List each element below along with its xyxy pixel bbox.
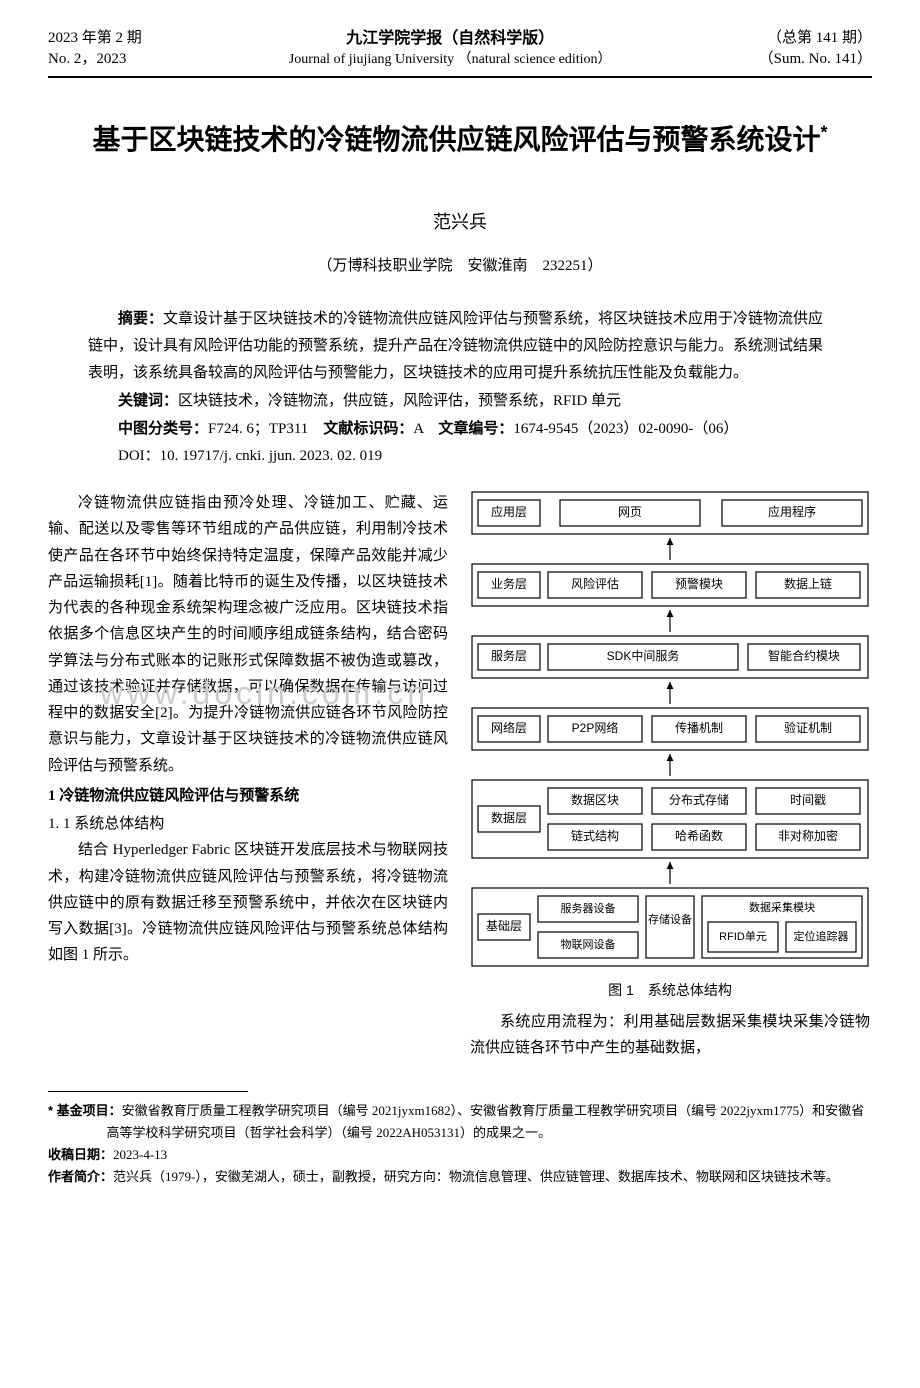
svg-text:基础层: 基础层 [486, 919, 522, 933]
issue-year-en: No. 2，2023 [48, 49, 142, 70]
fund-text: 安徽省教育厅质量工程教学研究项目（编号 2021jyxm1682）、安徽省教育厅… [107, 1103, 865, 1140]
svg-text:时间戳: 时间戳 [790, 793, 826, 807]
keywords-text: 区块链技术，冷链物流，供应链，风险评估，预警系统，RFID 单元 [178, 393, 621, 409]
svg-text:P2P网络: P2P网络 [572, 720, 619, 735]
figure-1-diagram: 应用层 网页 应用程序 业务层 风险评估 预警模块 数据上链 [470, 490, 870, 970]
keywords-label: 关键词： [118, 392, 178, 409]
doi-label: DOI： [118, 448, 160, 464]
svg-text:RFID单元: RFID单元 [719, 930, 767, 943]
svg-text:分布式存储: 分布式存储 [669, 792, 729, 807]
svg-text:智能合约模块: 智能合约模块 [768, 648, 840, 663]
artno-label: 文章编号： [438, 420, 513, 437]
svg-text:定位追踪器: 定位追踪器 [794, 929, 849, 943]
classification-paragraph: 中图分类号：F724. 6；TP311 文献标识码：A 文章编号：1674-95… [88, 415, 832, 443]
fund-footnote: * 基金项目：安徽省教育厅质量工程教学研究项目（编号 2021jyxm1682）… [48, 1100, 872, 1144]
right-paragraph: 系统应用流程为：利用基础层数据采集模块采集冷链物流供应链各环节中产生的基础数据， [470, 1009, 870, 1062]
paper-title: 基于区块链技术的冷链物流供应链风险评估与预警系统设计* [48, 118, 872, 158]
total-issue-cn: （总第 141 期） [759, 28, 872, 49]
svg-text:非对称加密: 非对称加密 [778, 828, 838, 843]
received-label: 收稿日期： [48, 1147, 113, 1162]
fund-label: * 基金项目： [48, 1103, 122, 1118]
svg-text:预警模块: 预警模块 [675, 576, 723, 591]
issue-year-cn: 2023 年第 2 期 [48, 28, 142, 49]
doi-paragraph: DOI：10. 19717/j. cnki. jjun. 2023. 02. 0… [88, 443, 832, 470]
svg-text:应用程序: 应用程序 [768, 504, 816, 519]
svg-text:哈希函数: 哈希函数 [675, 828, 723, 843]
svg-text:链式结构: 链式结构 [571, 828, 619, 843]
clc-label: 中图分类号： [118, 420, 208, 437]
total-issue-en: （Sum. No. 141） [759, 49, 872, 70]
svg-text:验证机制: 验证机制 [784, 720, 832, 735]
svg-text:数据采集模块: 数据采集模块 [749, 900, 815, 914]
svg-text:物联网设备: 物联网设备 [561, 937, 616, 951]
doccode-label: 文献标识码： [323, 420, 413, 437]
section-1-1-paragraph: 结合 Hyperledger Fabric 区块链开发底层技术与物联网技术，构建… [48, 837, 448, 968]
abstract-text: 文章设计基于区块链技术的冷链物流供应链风险评估与预警系统，将区块链技术应用于冷链… [88, 311, 823, 381]
section-1-heading: 1 冷链物流供应链风险评估与预警系统 [48, 783, 448, 809]
abstract-label: 摘要： [118, 310, 163, 327]
svg-text:存储设备: 存储设备 [648, 912, 692, 926]
title-text: 基于区块链技术的冷链物流供应链风险评估与预警系统设计 [92, 124, 820, 155]
author-bio-label: 作者简介： [48, 1169, 113, 1184]
figure-1-caption: 图 1 系统总体结构 [470, 978, 870, 1003]
svg-text:数据层: 数据层 [491, 810, 527, 825]
abstract-block: 摘要：文章设计基于区块链技术的冷链物流供应链风险评估与预警系统，将区块链技术应用… [48, 305, 872, 470]
svg-text:传播机制: 传播机制 [675, 720, 723, 735]
journal-name-en: Journal of jiujiang University （natural … [289, 50, 612, 70]
section-1-1-heading: 1. 1 系统总体结构 [48, 811, 448, 837]
svg-text:数据区块: 数据区块 [571, 792, 619, 807]
header-left: 2023 年第 2 期 No. 2，2023 [48, 28, 142, 70]
title-footnote-marker: * [821, 123, 828, 143]
journal-header: 2023 年第 2 期 No. 2，2023 九江学院学报（自然科学版） Jou… [48, 28, 872, 78]
affiliation: （万博科技职业学院 安徽淮南 232251） [48, 254, 872, 275]
artno-value: 1674-9545（2023）02-0090-（06） [513, 421, 738, 437]
right-column: 应用层 网页 应用程序 业务层 风险评估 预警模块 数据上链 [470, 490, 870, 1061]
header-right: （总第 141 期） （Sum. No. 141） [759, 28, 872, 70]
keywords-paragraph: 关键词：区块链技术，冷链物流，供应链，风险评估，预警系统，RFID 单元 [88, 387, 832, 415]
left-column: 冷链物流供应链指由预冷处理、冷链加工、贮藏、运输、配送以及零售等环节组成的产品供… [48, 490, 448, 1061]
svg-text:服务层: 服务层 [491, 648, 527, 663]
journal-name-cn: 九江学院学报（自然科学版） [289, 28, 612, 50]
doccode-value: A [413, 421, 423, 437]
footnote-separator [48, 1091, 248, 1092]
svg-text:服务器设备: 服务器设备 [561, 901, 616, 915]
author-bio-footnote: 作者简介：范兴兵（1979-），安徽芜湖人，硕士，副教授，研究方向：物流信息管理… [48, 1166, 872, 1188]
footnotes: * 基金项目：安徽省教育厅质量工程教学研究项目（编号 2021jyxm1682）… [48, 1100, 872, 1188]
clc-value: F724. 6；TP311 [208, 421, 308, 437]
intro-paragraph: 冷链物流供应链指由预冷处理、冷链加工、贮藏、运输、配送以及零售等环节组成的产品供… [48, 490, 448, 779]
received-date-footnote: 收稿日期：2023-4-13 [48, 1144, 872, 1166]
body-columns: 冷链物流供应链指由预冷处理、冷链加工、贮藏、运输、配送以及零售等环节组成的产品供… [48, 490, 872, 1061]
author-bio-text: 范兴兵（1979-），安徽芜湖人，硕士，副教授，研究方向：物流信息管理、供应链管… [113, 1169, 839, 1184]
doi-value: 10. 19717/j. cnki. jjun. 2023. 02. 019 [160, 448, 383, 464]
author-name: 范兴兵 [48, 208, 872, 234]
svg-text:数据上链: 数据上链 [784, 576, 832, 591]
svg-text:网页: 网页 [618, 505, 642, 519]
header-center: 九江学院学报（自然科学版） Journal of jiujiang Univer… [289, 28, 612, 70]
svg-text:业务层: 业务层 [491, 576, 527, 591]
svg-text:风险评估: 风险评估 [571, 576, 619, 591]
abstract-paragraph: 摘要：文章设计基于区块链技术的冷链物流供应链风险评估与预警系统，将区块链技术应用… [88, 305, 832, 387]
svg-text:应用层: 应用层 [491, 504, 527, 519]
received-text: 2023-4-13 [113, 1147, 167, 1162]
svg-text:网络层: 网络层 [491, 720, 527, 735]
svg-text:SDK中间服务: SDK中间服务 [607, 648, 680, 663]
